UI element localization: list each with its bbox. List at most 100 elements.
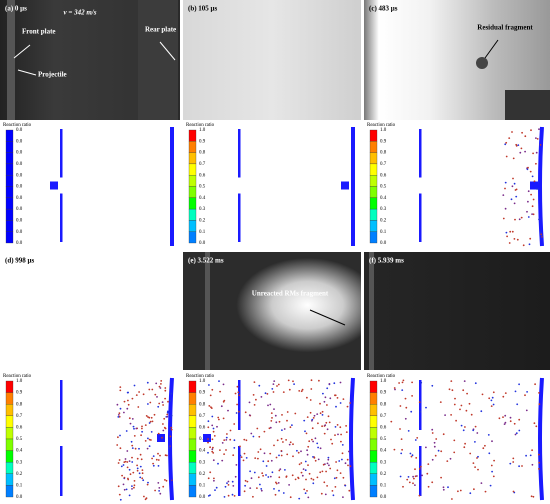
debris xyxy=(285,439,287,441)
debris xyxy=(318,379,320,382)
debris xyxy=(281,414,283,416)
debris xyxy=(148,388,151,391)
debris xyxy=(407,430,410,432)
debris xyxy=(336,424,339,426)
colorbar-segment xyxy=(5,197,14,210)
colorbar-tick: 1.0 xyxy=(199,379,206,384)
debris xyxy=(209,471,212,474)
colorbar-segment xyxy=(5,175,14,187)
debris xyxy=(340,433,342,436)
debris xyxy=(332,494,335,497)
colorbar-segment xyxy=(369,485,378,498)
debris xyxy=(349,465,352,468)
debris xyxy=(278,489,280,492)
debris xyxy=(312,417,315,419)
debris xyxy=(285,476,288,478)
debris xyxy=(532,495,535,498)
debris xyxy=(344,462,347,465)
debris xyxy=(294,478,297,481)
debris xyxy=(123,488,126,491)
debris xyxy=(408,481,411,484)
debris xyxy=(531,463,534,466)
debris xyxy=(411,381,413,384)
debris xyxy=(231,493,234,496)
panel-label: (a) 0 μs xyxy=(5,5,27,13)
debris xyxy=(477,455,479,458)
colorbar-segment xyxy=(5,438,14,451)
debris xyxy=(538,218,540,221)
colorbar-tick: 1.0 xyxy=(380,128,387,133)
colorbar-segment xyxy=(5,129,14,142)
debris xyxy=(341,444,344,446)
debris xyxy=(148,422,151,424)
debris xyxy=(142,479,145,482)
debris xyxy=(469,492,472,495)
debris xyxy=(265,465,268,467)
debris xyxy=(405,406,408,409)
front-plate xyxy=(419,446,422,496)
debris xyxy=(242,459,245,462)
front-plate xyxy=(238,129,241,178)
debris xyxy=(236,385,239,388)
annotation: v = 342 m/s xyxy=(64,9,97,17)
debris xyxy=(338,460,341,462)
front-plate xyxy=(238,446,241,496)
debris xyxy=(261,472,264,475)
plate xyxy=(205,252,210,370)
debris xyxy=(142,393,145,396)
colorbar-segment xyxy=(5,485,14,498)
colorbar-segment xyxy=(369,392,378,405)
debris xyxy=(150,416,153,419)
plate xyxy=(369,252,374,370)
colorbar-segment xyxy=(369,208,378,221)
debris xyxy=(515,143,518,146)
debris xyxy=(331,442,334,445)
debris xyxy=(335,405,337,408)
arrow xyxy=(13,44,31,59)
debris xyxy=(269,426,272,429)
debris xyxy=(342,496,344,498)
debris xyxy=(401,381,404,384)
debris xyxy=(484,490,487,493)
debris xyxy=(123,400,126,403)
debris xyxy=(339,402,342,404)
debris xyxy=(527,190,530,193)
debris xyxy=(122,483,125,486)
debris xyxy=(123,411,125,414)
debris xyxy=(459,408,461,411)
debris xyxy=(538,468,540,470)
colorbar-tick: 0.0 xyxy=(16,162,23,167)
debris xyxy=(117,414,120,416)
debris xyxy=(513,202,516,205)
debris xyxy=(154,489,157,492)
colorbar-tick: 0.0 xyxy=(380,495,387,500)
debris xyxy=(399,428,401,430)
debris xyxy=(502,194,505,197)
debris xyxy=(164,427,167,430)
debris xyxy=(345,431,348,433)
debris xyxy=(252,394,255,396)
debris xyxy=(273,380,276,382)
debris xyxy=(232,454,235,457)
debris xyxy=(398,382,400,384)
colorbar-segment xyxy=(5,163,14,176)
debris xyxy=(144,424,147,426)
debris xyxy=(336,397,339,399)
debris xyxy=(412,482,414,485)
debris xyxy=(504,207,507,210)
colorbar-tick: 0.0 xyxy=(16,196,23,201)
debris xyxy=(306,449,308,452)
colorbar-tick: 0.5 xyxy=(380,437,387,442)
debris xyxy=(122,464,125,466)
debris xyxy=(515,432,518,435)
debris xyxy=(141,477,144,480)
colorbar-segment xyxy=(369,415,378,428)
debris xyxy=(287,379,290,382)
debris xyxy=(151,420,154,423)
debris xyxy=(427,463,430,465)
debris xyxy=(138,472,141,475)
debris xyxy=(147,416,149,418)
debris xyxy=(125,430,128,432)
debris xyxy=(330,438,332,441)
debris xyxy=(434,454,437,457)
